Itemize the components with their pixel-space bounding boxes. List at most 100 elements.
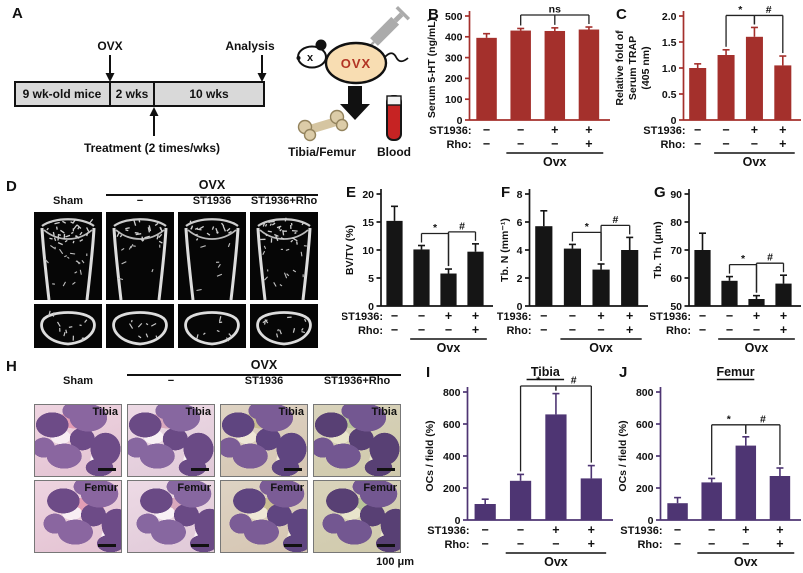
x-row-value: + xyxy=(472,309,479,323)
x-row-value: − xyxy=(391,323,398,337)
analysis-arrow-head xyxy=(257,73,267,82)
chart-title: Tibia xyxy=(531,365,561,379)
x-row-value: − xyxy=(517,537,524,551)
bar-0 xyxy=(535,226,553,306)
y-axis-label: (405 nm) xyxy=(640,46,652,89)
sig-label: * xyxy=(741,253,746,265)
y-tick-label: 0.5 xyxy=(662,89,677,101)
microct-image-long-1 xyxy=(106,212,174,301)
panel-d-column-label-1: − xyxy=(136,195,144,207)
y-tick-label: 0 xyxy=(455,515,461,527)
panel-b-chart: B 0 100 200 300 400 500 Serum 5-HT (ng/mL) ns ST1… xyxy=(424,2,612,177)
x-row-value: − xyxy=(517,523,524,537)
chart-title: Femur xyxy=(716,365,754,379)
y-tick-label: 600 xyxy=(636,419,654,431)
x-row-value: − xyxy=(597,323,604,337)
x-row-value: − xyxy=(391,309,398,323)
panel-label: J xyxy=(619,364,627,381)
panel-e-chart: E 0 5 10 15 20 BV/TV (%) * # ST1936: − − + + Rho: − − − + O… xyxy=(341,180,495,363)
x-row-value: + xyxy=(779,137,786,151)
ovx-group-label: Ovx xyxy=(589,341,613,355)
panel-g-chart: G 50 60 70 80 90 Tb. Th (μm) * # ST1936: − − + + Rho: −… xyxy=(649,180,803,363)
x-row-value: − xyxy=(569,323,576,337)
bar-0 xyxy=(476,37,497,121)
bar-2 xyxy=(735,445,757,520)
x-row-label: ST1936: xyxy=(650,311,691,323)
sig-label: # xyxy=(459,220,465,232)
microct-image-cross-1 xyxy=(106,304,174,348)
y-axis-label: BV/TV (%) xyxy=(344,225,356,275)
x-row-value: + xyxy=(751,123,758,137)
x-row-value: − xyxy=(483,123,490,137)
bar-3 xyxy=(769,476,791,520)
histology-image-tibia-1: Tibia xyxy=(127,404,215,477)
y-tick-label: 80 xyxy=(670,217,682,229)
x-row-value: + xyxy=(585,137,592,151)
y-tick-label: 500 xyxy=(445,11,463,23)
blood-label: Blood xyxy=(377,145,411,159)
timeline-box-3-label: 10 wks xyxy=(189,87,229,101)
scale-bar xyxy=(191,468,209,471)
x-row-value: − xyxy=(699,323,706,337)
y-axis-label: OCs / field (%) xyxy=(424,420,436,491)
panel-h-column-label-3: ST1936+Rho xyxy=(323,375,391,387)
panel-h-histology: H OVX Sham − ST1936 ST1936+Rho Tibia Tibia Ti… xyxy=(4,358,416,572)
x-row-label: Rho: xyxy=(444,539,469,551)
bar-1 xyxy=(701,482,722,520)
x-row-value: − xyxy=(694,123,701,137)
x-row-label: ST1936: xyxy=(429,125,471,137)
bar-0 xyxy=(689,68,707,120)
histology-image-femur-3: Femur xyxy=(313,480,401,553)
panel-d-column-label-2: ST1936 xyxy=(192,195,232,207)
tissue-label: Femur xyxy=(363,482,397,494)
x-row-label: Rho: xyxy=(446,139,471,151)
bar-2 xyxy=(745,36,763,120)
mouse-tail xyxy=(383,52,409,63)
x-row-value: − xyxy=(674,537,681,551)
x-row-value: + xyxy=(742,523,749,537)
x-row-value: − xyxy=(751,137,758,151)
y-tick-label: 6 xyxy=(517,217,523,229)
y-tick-label: 50 xyxy=(670,301,682,313)
y-tick-label: 1.0 xyxy=(662,63,677,75)
x-row-value: + xyxy=(445,309,452,323)
bar-2 xyxy=(545,414,567,520)
microct-image-long-0 xyxy=(34,212,102,301)
x-row-label: Rho: xyxy=(506,325,531,337)
scale-bar xyxy=(284,544,302,547)
x-row-label: ST1936: xyxy=(643,125,685,137)
panel-label-d: D xyxy=(6,178,17,195)
y-tick-label: 200 xyxy=(636,483,654,495)
sig-label: # xyxy=(571,375,577,387)
sig-label: * xyxy=(727,413,732,425)
x-row-value: + xyxy=(472,323,479,337)
panel-label: C xyxy=(616,6,627,23)
mouse-nose xyxy=(296,56,301,60)
scale-bar xyxy=(377,468,395,471)
microct-image-long-2 xyxy=(178,212,246,301)
x-row-value: − xyxy=(445,323,452,337)
ovx-group-label: Ovx xyxy=(437,341,461,355)
panel-a-schematic: A OVX Analysis 9 wk-old mice 2 wks 10 wk… xyxy=(12,5,411,159)
sig-label: * xyxy=(738,4,743,16)
panel-c-chart: C 0 0.5 1.0 1.5 2.0 Relative fold of Serum TRAP… xyxy=(612,2,803,177)
x-row-value: − xyxy=(742,537,749,551)
sig-label: ns xyxy=(549,4,561,16)
panel-d-microct: D OVX Sham − ST1936 ST1936+Rho xyxy=(4,178,340,355)
sig-label: * xyxy=(585,221,590,233)
microct-image-cross-3 xyxy=(250,304,318,348)
tibia-femur-label: Tibia/Femur xyxy=(288,145,356,159)
x-row-value: − xyxy=(753,323,760,337)
panel-h-ovx-line xyxy=(127,374,401,376)
x-row-value: − xyxy=(722,123,729,137)
panel-j-chart: J Femur 0 200 400 600 800 OCs / field (%) * # ST19… xyxy=(615,360,803,573)
y-axis-label: Tb. N (mm⁻¹) xyxy=(499,218,511,282)
y-tick-label: 0 xyxy=(671,115,677,127)
x-row-label: ST1936: xyxy=(342,311,383,323)
x-row-value: + xyxy=(588,537,595,551)
y-tick-label: 800 xyxy=(636,387,654,399)
ovx-group-label: Ovx xyxy=(543,155,567,169)
y-tick-label: 800 xyxy=(443,387,461,399)
